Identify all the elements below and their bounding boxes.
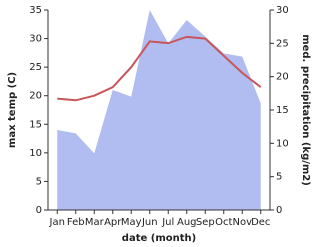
y2-tick-label: 5 (276, 172, 282, 183)
y-tick-label: 10 (29, 148, 42, 159)
x-tick-label: Sep (196, 217, 215, 228)
y-tick-label: 25 (29, 62, 42, 73)
x-tick-label: Apr (104, 217, 122, 228)
y2-axis-label: med. precipitation (kg/m2) (300, 34, 311, 186)
y2-tick-label: 30 (276, 5, 289, 16)
precip-area (57, 10, 261, 210)
x-tick-label: Jan (49, 217, 65, 228)
x-tick-label: Nov (232, 217, 252, 228)
x-axis-label: date (month) (122, 233, 196, 244)
x-tick-label: Feb (67, 217, 85, 228)
y-tick-label: 35 (29, 5, 42, 16)
x-tick-label: Aug (177, 217, 197, 228)
y-axis-label: max temp (C) (7, 72, 18, 148)
y-tick-label: 5 (36, 176, 42, 187)
x-tick-label: Jun (141, 217, 158, 228)
y2-tick-label: 20 (276, 72, 289, 83)
y-tick-label: 15 (29, 119, 42, 130)
x-tick-label: Oct (215, 217, 232, 228)
y2-tick-label: 10 (276, 138, 289, 149)
y-tick-label: 0 (36, 205, 42, 216)
x-tick-label: Jul (161, 217, 174, 228)
x-tick-label: Dec (251, 217, 270, 228)
y-tick-label: 20 (29, 91, 42, 102)
y2-tick-label: 0 (276, 205, 282, 216)
x-tick-label: Mar (85, 217, 105, 228)
y2-tick-label: 15 (276, 105, 289, 116)
x-tick-label: May (121, 217, 142, 228)
temp-line (57, 35, 262, 102)
y2-tick-label: 25 (276, 38, 289, 49)
y-tick-label: 30 (29, 34, 42, 45)
